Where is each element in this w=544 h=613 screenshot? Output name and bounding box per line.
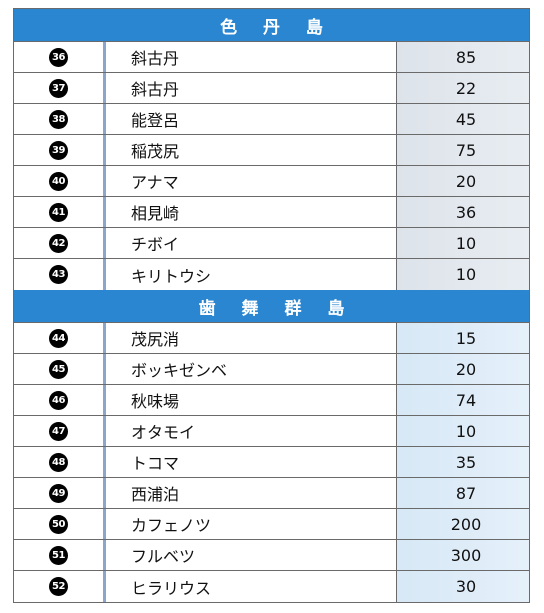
number-cell: 51 <box>14 540 106 570</box>
table-row: 44 茂尻消 15 <box>14 323 529 354</box>
value-cell: 30 <box>397 571 529 602</box>
number-cell: 49 <box>14 478 106 508</box>
circled-number-badge: 38 <box>49 109 68 129</box>
number-cell: 39 <box>14 135 106 165</box>
table-row: 50 カフェノツ 200 <box>14 509 529 540</box>
place-name-cell: アナマ <box>106 166 397 196</box>
place-name-cell: カフェノツ <box>106 509 397 539</box>
number-cell: 36 <box>14 42 106 72</box>
value-cell: 74 <box>397 385 529 415</box>
table-row: 49 西浦泊 87 <box>14 478 529 509</box>
place-name-cell: オタモイ <box>106 416 397 446</box>
table-row: 48 トコマ 35 <box>14 447 529 478</box>
circled-number-badge: 50 <box>49 514 68 534</box>
value-cell: 85 <box>397 42 529 72</box>
table-row: 40 アナマ 20 <box>14 166 529 197</box>
value-cell: 10 <box>397 228 529 258</box>
circled-number-badge: 40 <box>49 171 68 191</box>
number-cell: 41 <box>14 197 106 227</box>
place-name-cell: ヒラリウス <box>106 571 397 602</box>
value-cell: 300 <box>397 540 529 570</box>
section-header: 歯 舞 群 島 <box>14 290 529 323</box>
value-cell: 75 <box>397 135 529 165</box>
circled-number-badge: 42 <box>49 233 68 253</box>
number-cell: 48 <box>14 447 106 477</box>
circled-number-badge: 49 <box>49 483 68 503</box>
section-habomai: 歯 舞 群 島 44 茂尻消 15 45 ボッキゼンベ 20 46 秋味場 74… <box>14 290 529 602</box>
place-name-cell: 能登呂 <box>106 104 397 134</box>
section-header: 色 丹 島 <box>14 9 529 42</box>
table-row: 46 秋味場 74 <box>14 385 529 416</box>
table-row: 45 ボッキゼンベ 20 <box>14 354 529 385</box>
number-cell: 38 <box>14 104 106 134</box>
circled-number-badge: 36 <box>49 47 68 67</box>
table-row: 43 キリトウシ 10 <box>14 259 529 290</box>
place-name-cell: チボイ <box>106 228 397 258</box>
value-cell: 20 <box>397 166 529 196</box>
value-cell: 87 <box>397 478 529 508</box>
circled-number-badge: 43 <box>49 265 68 284</box>
number-cell: 46 <box>14 385 106 415</box>
circled-number-badge: 46 <box>49 390 68 410</box>
value-cell: 35 <box>397 447 529 477</box>
place-name-cell: 秋味場 <box>106 385 397 415</box>
table-row: 36 斜古丹 85 <box>14 42 529 73</box>
circled-number-badge: 52 <box>49 577 68 596</box>
table-row: 52 ヒラリウス 30 <box>14 571 529 602</box>
value-cell: 45 <box>397 104 529 134</box>
circled-number-badge: 51 <box>49 545 68 565</box>
place-name-cell: トコマ <box>106 447 397 477</box>
table-row: 37 斜古丹 22 <box>14 73 529 104</box>
number-cell: 45 <box>14 354 106 384</box>
number-cell: 52 <box>14 571 106 602</box>
place-name-cell: 西浦泊 <box>106 478 397 508</box>
circled-number-badge: 48 <box>49 452 68 472</box>
place-name-cell: 茂尻消 <box>106 323 397 353</box>
circled-number-badge: 45 <box>49 359 68 379</box>
data-table: 色 丹 島 36 斜古丹 85 37 斜古丹 22 38 能登呂 45 39 稲… <box>13 8 530 603</box>
number-cell: 37 <box>14 73 106 103</box>
value-cell: 20 <box>397 354 529 384</box>
number-cell: 44 <box>14 323 106 353</box>
place-name-cell: 稲茂尻 <box>106 135 397 165</box>
value-cell: 15 <box>397 323 529 353</box>
value-cell: 10 <box>397 416 529 446</box>
place-name-cell: ボッキゼンベ <box>106 354 397 384</box>
value-cell: 36 <box>397 197 529 227</box>
number-cell: 43 <box>14 259 106 290</box>
value-cell: 10 <box>397 259 529 290</box>
value-cell: 22 <box>397 73 529 103</box>
place-name-cell: 相見崎 <box>106 197 397 227</box>
table-row: 39 稲茂尻 75 <box>14 135 529 166</box>
table-row: 38 能登呂 45 <box>14 104 529 135</box>
circled-number-badge: 39 <box>49 140 68 160</box>
table-row: 47 オタモイ 10 <box>14 416 529 447</box>
number-cell: 47 <box>14 416 106 446</box>
section-shikotan: 色 丹 島 36 斜古丹 85 37 斜古丹 22 38 能登呂 45 39 稲… <box>14 9 529 290</box>
place-name-cell: 斜古丹 <box>106 73 397 103</box>
circled-number-badge: 47 <box>49 421 68 441</box>
place-name-cell: キリトウシ <box>106 259 397 290</box>
circled-number-badge: 37 <box>49 78 68 98</box>
table-row: 42 チボイ 10 <box>14 228 529 259</box>
table-row: 51 フルベツ 300 <box>14 540 529 571</box>
circled-number-badge: 41 <box>49 202 68 222</box>
circled-number-badge: 44 <box>49 328 68 348</box>
place-name-cell: 斜古丹 <box>106 42 397 72</box>
place-name-cell: フルベツ <box>106 540 397 570</box>
value-cell: 200 <box>397 509 529 539</box>
number-cell: 40 <box>14 166 106 196</box>
number-cell: 42 <box>14 228 106 258</box>
table-row: 41 相見崎 36 <box>14 197 529 228</box>
number-cell: 50 <box>14 509 106 539</box>
